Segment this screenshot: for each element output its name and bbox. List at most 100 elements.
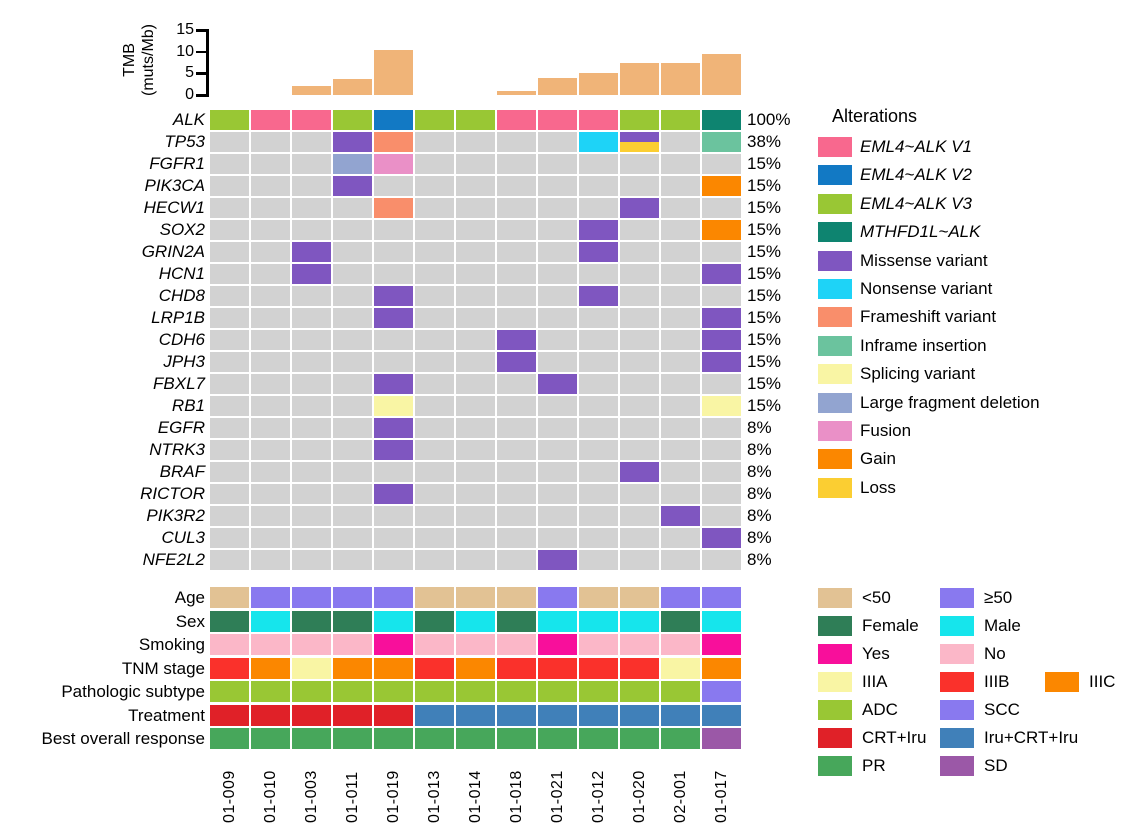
oncoprint-cell-empty [497,132,536,152]
oncoprint-cell-empty [415,264,454,284]
oncoprint-cell-empty [579,264,618,284]
oncoprint-cell-eml4-alk-v1 [538,110,577,130]
clinical-cell-no [415,634,454,655]
oncoprint-cell-empty [374,264,413,284]
tmb-bar [538,78,577,95]
oncoprint-cell-missense-variant [538,374,577,394]
oncoprint-cell-missense-variant [702,330,741,350]
tmb-tick [196,72,206,75]
oncoprint-cell-eml4-alk-v3 [333,110,372,130]
clinical-legend-label: Male [984,616,1021,635]
oncoprint-cell-empty [251,440,290,460]
oncoprint-cell-empty [497,550,536,570]
clinical-cell--50 [620,587,659,608]
oncoprint-cell-empty [456,440,495,460]
clinical-row-label: Smoking [138,635,205,654]
gene-frequency: 15% [747,308,782,327]
clinical-cell--50 [456,587,495,608]
oncoprint-cell-empty [661,132,700,152]
clinical-cell-female [415,610,454,632]
oncoprint-cell-empty [620,506,659,526]
clinical-row-label: Pathologic subtype [61,682,205,701]
oncoprint-cell-empty [702,242,741,262]
tmb-tick-label: 5 [185,64,194,82]
clinical-cell-iiib [210,657,249,679]
sample-label: 01-009 [210,757,249,823]
clinical-legend-label: IIIC [1089,672,1116,691]
oncoprint-cell-empty [415,154,454,174]
oncoprint-cell-empty [251,198,290,218]
oncoprint-cell-eml4-alk-v1 [497,110,536,130]
clinical-cell-pr [538,728,577,749]
oncoprint-cell-empty [538,484,577,504]
legend-swatch [818,307,852,328]
clinical-legend-swatch [940,672,974,692]
oncoprint-cell-eml4-alk-v1 [251,110,290,130]
oncoprint-cell-empty [333,418,372,438]
clinical-cell-iru-crt-iru [538,704,577,726]
tmb-tick [196,94,206,97]
oncoprint-cell-empty [210,528,249,548]
oncoprint-cell-missense-variant [374,418,413,438]
oncoprint-cell-empty [661,198,700,218]
oncoprint-cell-missense-variant [702,352,741,372]
tmb-bar [497,90,536,95]
sample-label-text: 01-018 [507,770,525,823]
oncoprint-cell-empty [661,242,700,262]
oncoprint-cell-empty [292,440,331,460]
gene-frequency: 15% [747,330,782,349]
oncoprint-cell-eml4-alk-v3 [456,110,495,130]
gene-label: SOX2 [159,220,205,239]
gene-frequency: 100% [747,110,791,129]
gene-frequency: 8% [747,550,772,569]
gene-frequency: 15% [747,242,782,261]
oncoprint-cell-empty [292,286,331,306]
clinical-cell-adc [415,681,454,702]
clinical-cell--50 [292,587,331,608]
oncoprint-cell-empty [374,550,413,570]
clinical-cell-pr [661,728,700,749]
gene-frequency: 8% [747,440,772,459]
gene-label: HCN1 [158,264,205,283]
sample-label: 01-014 [456,757,495,823]
oncoprint-cell-empty [251,154,290,174]
oncoprint-cell-empty [620,374,659,394]
clinical-cell-iiib [579,657,618,679]
clinical-cell-pr [374,728,413,749]
oncoprint-cell-empty [210,550,249,570]
sample-label-text: 01-017 [712,770,730,823]
oncoprint-cell-missense-variant [702,528,741,548]
clinical-cell-sd [702,728,741,749]
oncoprint-cell-empty [251,550,290,570]
oncoprint-cell-empty [579,176,618,196]
legend-swatch [818,364,852,385]
legend-label: Nonsense variant [860,279,993,298]
oncoprint-cell-eml4-alk-v3 [620,110,659,130]
clinical-cell-male [538,610,577,632]
oncoprint-cell-empty [415,286,454,306]
oncoprint-cell-empty [251,242,290,262]
oncoprint-cell-empty [292,132,331,152]
oncoprint-cell-frameshift-variant [374,132,413,152]
oncoprint-cell-missense-variant [374,374,413,394]
sample-label-text: 02-001 [671,770,689,823]
clinical-cell-iiia [661,657,700,679]
clinical-cell-crt-iru [292,704,331,726]
legend-swatch [818,222,852,243]
oncoprint-cell-empty [374,352,413,372]
oncoprint-cell-empty [456,396,495,416]
oncoprint-cell-empty [210,374,249,394]
oncoprint-cell-empty [333,220,372,240]
clinical-legend-swatch [940,756,974,776]
oncoprint-cell-empty [415,132,454,152]
legend-label: Large fragment deletion [860,392,1040,412]
oncoprint-cell-empty [661,286,700,306]
clinical-cell--50 [210,587,249,608]
oncoprint-cell-empty [620,154,659,174]
oncoprint-cell-empty [702,198,741,218]
tmb-axis-line [206,29,209,97]
oncoprint-cell-empty [579,330,618,350]
oncoprint-cell-empty [620,484,659,504]
clinical-cell-adc [374,681,413,702]
gene-frequency: 8% [747,484,772,503]
